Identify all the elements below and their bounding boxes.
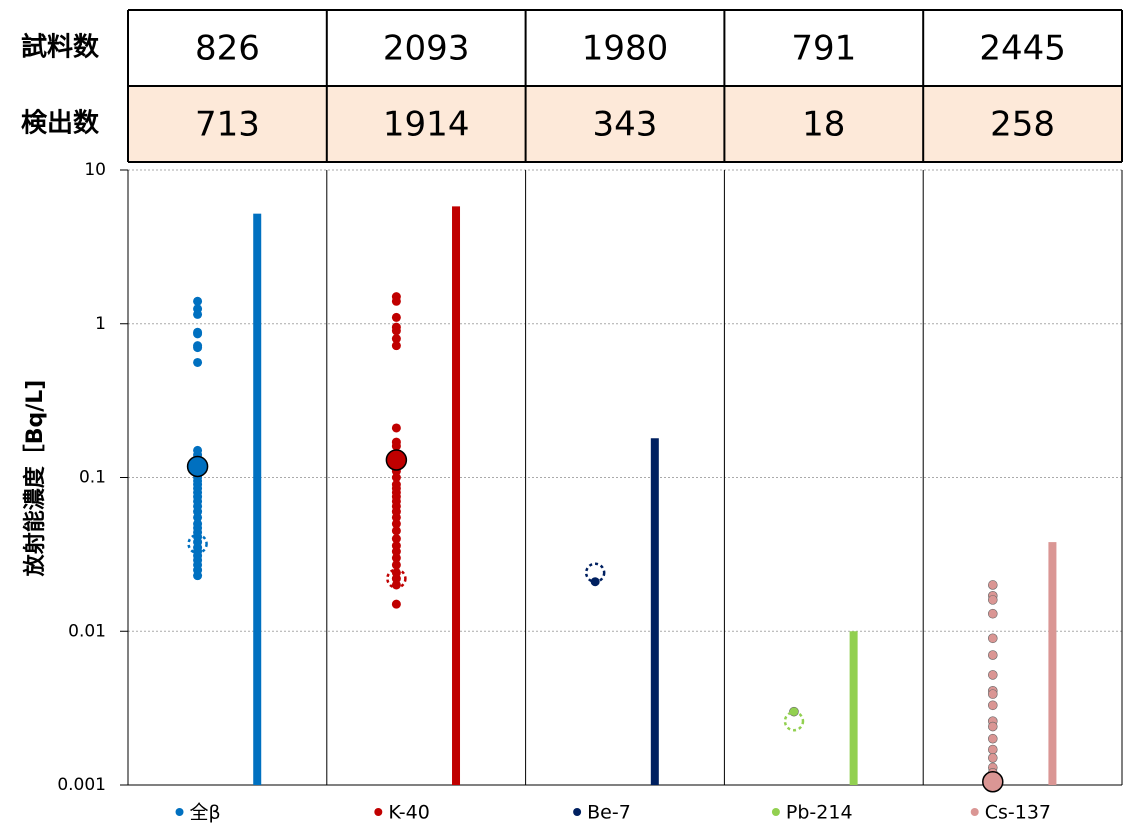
cell: 18 bbox=[802, 105, 845, 145]
dotted-circle bbox=[386, 568, 407, 589]
max-bar bbox=[1048, 542, 1057, 785]
dot bbox=[987, 753, 998, 763]
dot bbox=[391, 526, 401, 536]
dot bbox=[193, 357, 203, 367]
legend-label: K-40 bbox=[388, 802, 430, 824]
dot bbox=[193, 571, 203, 581]
max-bar bbox=[253, 213, 262, 785]
dot bbox=[391, 599, 401, 609]
dot bbox=[391, 574, 401, 584]
dot bbox=[987, 580, 998, 590]
dot bbox=[987, 721, 998, 732]
legend-label: Pb-214 bbox=[786, 802, 853, 824]
dot bbox=[391, 553, 401, 563]
dot bbox=[391, 441, 401, 451]
legend-marker bbox=[374, 808, 383, 816]
dot bbox=[987, 633, 998, 644]
dot bbox=[391, 423, 401, 433]
legend-label: 全β bbox=[190, 802, 221, 824]
y-tick-label: 0.1 bbox=[79, 468, 106, 488]
cell: 258 bbox=[990, 105, 1055, 145]
dot bbox=[987, 650, 998, 660]
dot bbox=[193, 343, 203, 353]
row-label: 試料数 bbox=[21, 32, 100, 63]
dot bbox=[987, 595, 998, 605]
max-bar bbox=[650, 438, 659, 785]
dot bbox=[391, 534, 401, 544]
y-axis-label: 放射能濃度［Bq/L] bbox=[22, 380, 48, 578]
dotted-circle bbox=[584, 562, 606, 584]
y-tick-label: 1 bbox=[95, 314, 106, 334]
dot bbox=[193, 296, 203, 306]
dot bbox=[193, 309, 203, 319]
legend-marker bbox=[970, 808, 979, 816]
cell: 713 bbox=[195, 105, 260, 145]
y-tick-label: 10 bbox=[84, 160, 106, 180]
y-tick-label: 0.001 bbox=[57, 775, 106, 795]
legend-marker bbox=[573, 808, 582, 816]
dot bbox=[391, 547, 401, 557]
dot bbox=[391, 341, 401, 351]
legend-marker bbox=[771, 808, 780, 816]
max-bar bbox=[452, 206, 461, 786]
dot bbox=[987, 744, 998, 755]
dot bbox=[391, 296, 401, 306]
mean-circle bbox=[186, 455, 209, 478]
dot bbox=[391, 580, 401, 590]
mean-circle bbox=[385, 449, 408, 471]
dot bbox=[193, 329, 203, 339]
dot bbox=[987, 700, 998, 711]
dot bbox=[391, 512, 401, 522]
dotted-circle bbox=[783, 710, 805, 732]
legend-marker bbox=[175, 808, 184, 816]
dot bbox=[391, 326, 401, 336]
cell: 791 bbox=[791, 29, 856, 69]
dot bbox=[987, 733, 998, 744]
dotted-circle bbox=[187, 533, 208, 555]
row-label: 検出数 bbox=[21, 109, 100, 139]
dot bbox=[391, 473, 401, 482]
dot bbox=[391, 560, 401, 570]
legend-label: Cs-137 bbox=[985, 802, 1051, 824]
mean-circle bbox=[982, 770, 1004, 793]
max-bar bbox=[849, 631, 858, 785]
legend-label: Be-7 bbox=[587, 802, 631, 824]
cell: 2445 bbox=[979, 29, 1066, 69]
dot bbox=[391, 312, 401, 322]
row-background bbox=[128, 86, 1122, 162]
cell: 343 bbox=[593, 105, 658, 145]
cell: 826 bbox=[195, 29, 260, 69]
cell: 2093 bbox=[383, 29, 470, 69]
dot bbox=[391, 519, 401, 529]
dot bbox=[987, 689, 998, 699]
dot bbox=[987, 670, 998, 680]
dot bbox=[987, 608, 998, 619]
cell: 1980 bbox=[582, 29, 669, 69]
dot bbox=[193, 512, 203, 522]
y-tick-label: 0.01 bbox=[68, 621, 106, 641]
dot bbox=[391, 334, 401, 344]
cell: 1914 bbox=[383, 105, 470, 145]
